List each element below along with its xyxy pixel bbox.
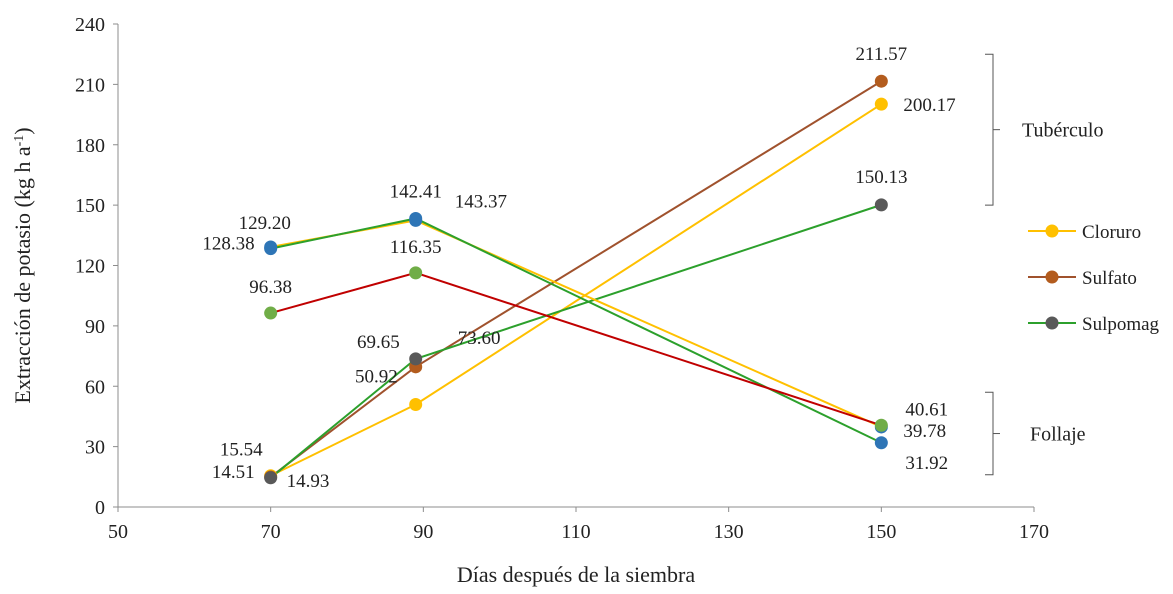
data-label-sulfato_tuberculo: 14.93 xyxy=(287,471,330,492)
data-label-sulpomag_tuberculo: 73.60 xyxy=(458,328,501,349)
data-label-sulfato_tuberculo: 69.65 xyxy=(357,332,400,353)
series-markers xyxy=(264,74,888,485)
data-labels: 15.54 50.92 200.17 14.93 69.65 211.57 14.51 73.… xyxy=(202,44,955,492)
data-label-sulpomag_tuberculo: 150.13 xyxy=(855,167,907,188)
y-tick-label: 0 xyxy=(95,497,105,519)
group-bracket xyxy=(985,391,994,476)
marker-sulpomag_tuberculo xyxy=(409,352,423,366)
data-label-sulfato_tuberculo: 211.57 xyxy=(856,44,908,65)
data-label-cloruro_tuberculo: 200.17 xyxy=(903,95,955,116)
legend-marker xyxy=(1045,224,1059,238)
data-label-sulpomag_tuberculo: 14.51 xyxy=(212,462,255,483)
y-tick-label: 240 xyxy=(75,14,105,36)
marker-sulpomag_tuberculo xyxy=(264,471,278,485)
x-tick-label: 110 xyxy=(561,521,590,543)
legend: Cloruro Sulfato Sulpomag xyxy=(1028,222,1160,335)
y-tick-label: 120 xyxy=(75,256,105,278)
data-label-sulfato_follaje: 40.61 xyxy=(905,399,948,420)
data-label-sulfato_follaje: 116.35 xyxy=(390,237,442,258)
marker-sulpomag_follaje xyxy=(264,242,278,256)
x-axis-title: Días después de la siembra xyxy=(457,562,695,587)
series-line-sulfato_tuberculo xyxy=(270,80,882,478)
group-label: Follaje xyxy=(1030,424,1086,446)
group-bracket xyxy=(985,53,994,206)
y-tick-label: 180 xyxy=(75,135,105,157)
y-tick-label: 90 xyxy=(85,316,105,338)
marker-cloruro_tuberculo xyxy=(874,97,888,111)
marker-sulpomag_follaje xyxy=(409,211,423,225)
data-label-cloruro_tuberculo: 15.54 xyxy=(220,440,263,461)
group-brackets: Tubérculo Follaje xyxy=(985,53,1103,476)
data-label-sulpomag_follaje: 143.37 xyxy=(455,191,507,212)
x-tick-label: 50 xyxy=(108,521,128,543)
legend-marker xyxy=(1045,270,1059,284)
y-tick-label: 60 xyxy=(85,376,105,398)
x-tick-label: 70 xyxy=(261,521,281,543)
x-tick-label: 130 xyxy=(714,521,744,543)
legend-label: Cloruro xyxy=(1082,222,1141,243)
data-label-cloruro_follaje: 39.78 xyxy=(903,421,946,442)
marker-sulfato_follaje xyxy=(409,266,423,280)
y-axis-title-main: Extracción de potasio (kg h a xyxy=(10,146,35,403)
axes: 50 70 90 110 130 150 170 0 30 60 90 120 150 180 210 240 xyxy=(75,14,1049,543)
y-tick-label: 210 xyxy=(75,74,105,96)
marker-sulfato_follaje xyxy=(874,418,888,432)
marker-sulpomag_follaje xyxy=(874,436,888,450)
y-tick-label: 30 xyxy=(85,437,105,459)
data-label-sulpomag_follaje: 31.92 xyxy=(905,453,948,474)
legend-label: Sulpomag xyxy=(1082,314,1160,335)
marker-sulfato_follaje xyxy=(264,306,278,320)
y-axis-title: Extracción de potasio (kg h a-1) xyxy=(10,127,35,403)
data-label-sulfato_follaje: 96.38 xyxy=(249,277,292,298)
data-label-cloruro_follaje: 129.20 xyxy=(239,213,291,234)
x-tick-label: 90 xyxy=(413,521,433,543)
marker-cloruro_tuberculo xyxy=(409,398,423,412)
x-tick-label: 170 xyxy=(1019,521,1049,543)
series-line-cloruro_tuberculo xyxy=(270,103,882,477)
data-label-cloruro_follaje: 142.41 xyxy=(390,181,442,202)
x-tick-label: 150 xyxy=(866,521,896,543)
group-label: Tubérculo xyxy=(1022,120,1103,142)
y-tick-label: 150 xyxy=(75,195,105,217)
legend-label: Sulfato xyxy=(1082,268,1137,289)
series-lines xyxy=(270,80,882,479)
marker-sulfato_tuberculo xyxy=(874,74,888,88)
series-line-sulpomag_follaje xyxy=(270,217,882,444)
data-label-cloruro_tuberculo: 50.92 xyxy=(355,367,398,388)
data-label-sulpomag_follaje: 128.38 xyxy=(202,234,254,255)
marker-sulpomag_tuberculo xyxy=(874,198,888,212)
y-axis-title-sup: -1 xyxy=(12,135,27,147)
y-axis-title-end: ) xyxy=(10,127,35,134)
legend-marker xyxy=(1045,316,1059,330)
